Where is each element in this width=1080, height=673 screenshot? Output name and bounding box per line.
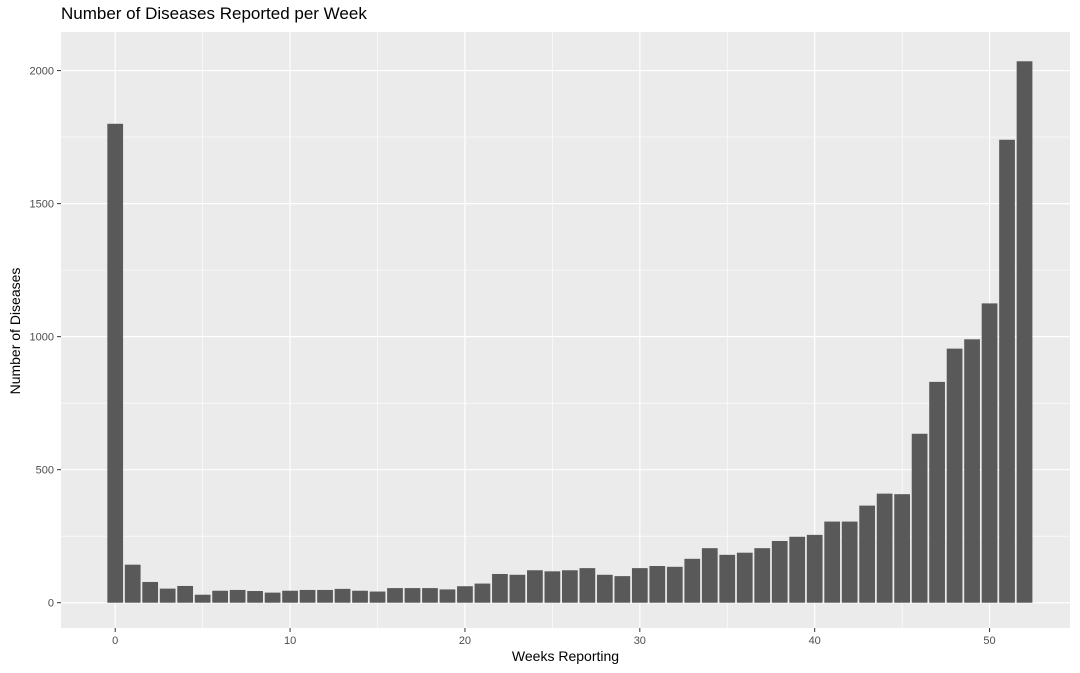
bar [911,433,928,603]
bar [789,536,806,603]
bar [439,589,456,603]
bar [771,540,788,603]
bar [229,589,246,603]
y-tick-label: 1500 [30,199,54,211]
bar [194,594,211,603]
bar [212,590,229,603]
x-tick-label: 30 [634,635,646,647]
minor-grid [61,32,1070,628]
bar [824,521,841,603]
bar [701,548,718,603]
x-axis: 0 10 20 30 40 50 [112,628,996,647]
bar [124,564,141,603]
bar [999,139,1015,603]
bar [527,570,543,603]
y-tick-label: 500 [36,465,54,477]
x-axis-label: Weeks Reporting [511,648,620,664]
y-axis-label: Number of Diseases [7,267,23,395]
bar [981,303,998,603]
bar [1016,61,1033,603]
bar [964,339,980,603]
bar [107,123,124,603]
bar [614,576,631,603]
bar [282,590,298,603]
chart-title: Number of Diseases Reported per Week [61,4,367,23]
x-tick-label: 20 [459,635,471,647]
bar [177,585,194,603]
bar [754,548,771,603]
bar [404,588,421,603]
bar [159,588,176,603]
bar [719,554,736,603]
bar [876,493,893,603]
bar [736,552,753,603]
bar [352,590,368,603]
bar [369,591,386,603]
bar [841,521,858,603]
bar [387,588,403,603]
bar [264,592,281,603]
bar [247,591,263,603]
bar [457,586,473,603]
bar [562,570,578,603]
bar [946,348,963,603]
bar [509,574,526,603]
bars [107,61,1033,603]
bar [649,566,666,603]
bar [666,566,683,603]
bar [142,581,159,603]
y-tick-label: 2000 [30,66,54,78]
y-tick-label: 1000 [30,332,54,344]
bar [579,568,596,603]
bar [859,505,876,603]
x-tick-label: 0 [112,635,118,647]
x-tick-label: 50 [983,635,995,647]
y-axis: 0 500 1000 1500 2000 [30,66,61,610]
bar [806,534,823,603]
bar [544,571,561,603]
x-tick-label: 10 [284,635,296,647]
y-tick-label: 0 [48,598,54,610]
bar [492,573,508,603]
bar [422,588,438,603]
bar [684,558,701,603]
bar [299,589,316,603]
bar [929,381,945,603]
bar [334,588,351,603]
x-tick-label: 40 [809,635,821,647]
bar [317,589,333,603]
bar [631,568,648,603]
bar [596,574,613,603]
bar [894,494,910,603]
bar [474,583,491,603]
